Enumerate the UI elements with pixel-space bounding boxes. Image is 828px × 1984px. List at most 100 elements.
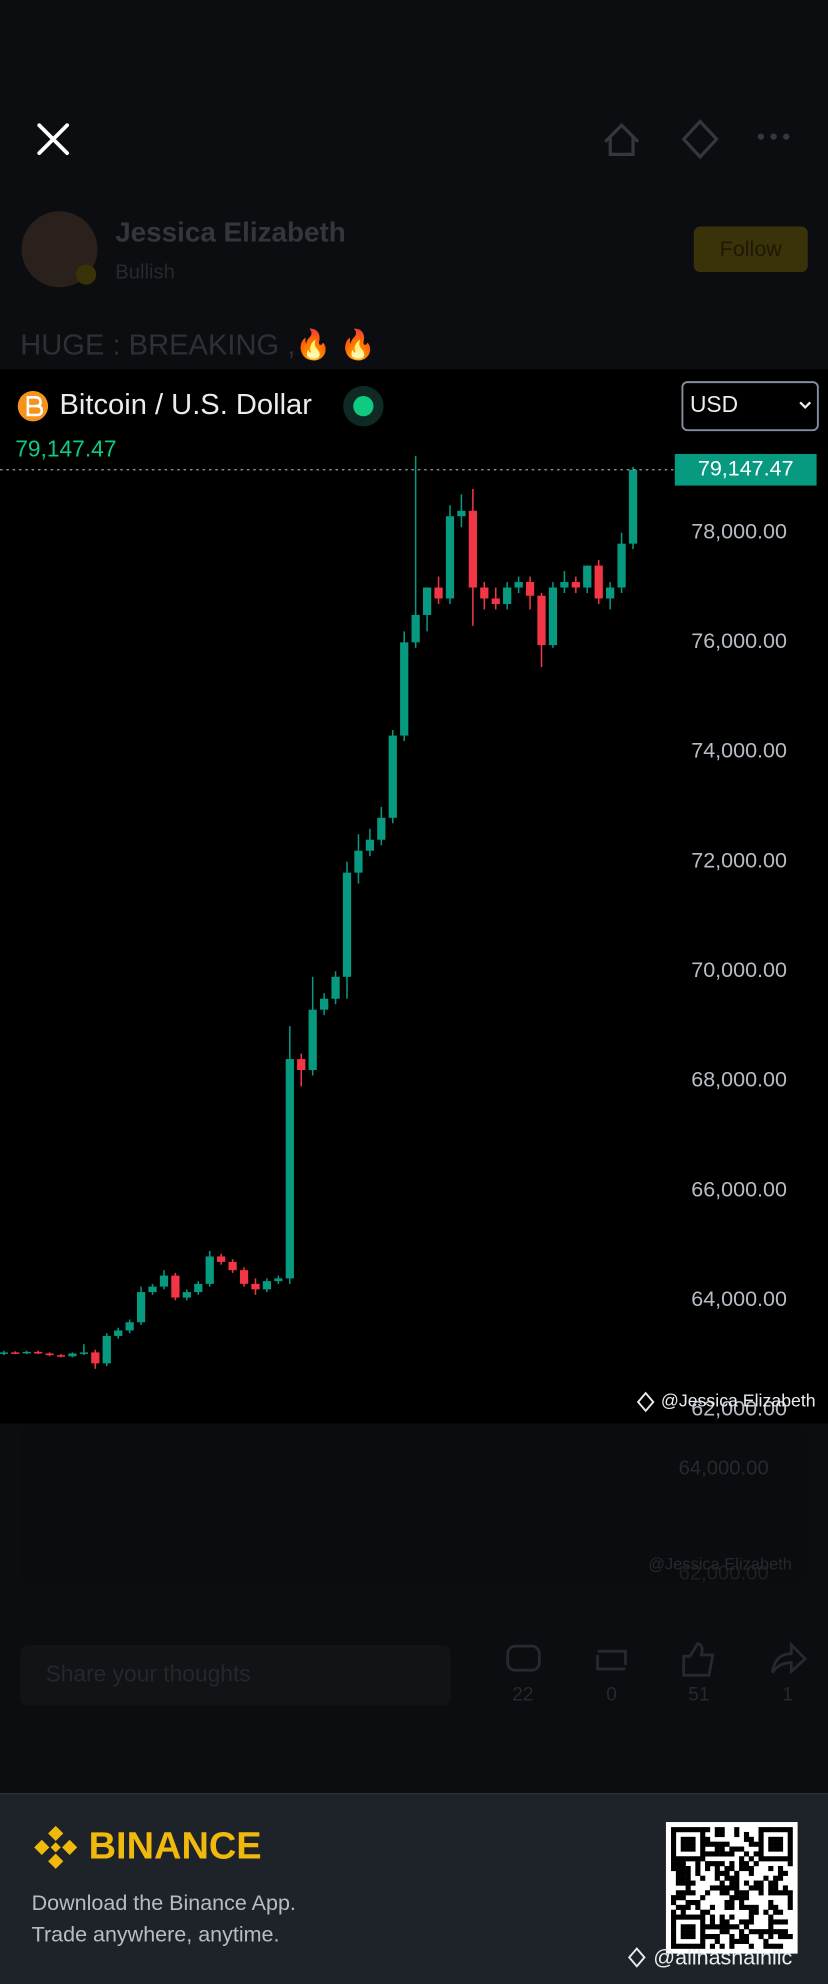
qr-cell — [753, 1929, 759, 1935]
y-tick-label: 76,000.00 — [691, 629, 787, 653]
top-icons — [604, 119, 790, 160]
candle-body — [354, 850, 363, 873]
qr-cell — [748, 1856, 754, 1862]
background-card — [20, 1423, 806, 1582]
qr-cell — [719, 1914, 725, 1920]
more-icon[interactable] — [757, 133, 790, 140]
qr-cell — [782, 1929, 788, 1935]
qr-cell — [685, 1904, 691, 1910]
candle-body — [342, 872, 352, 977]
candle-body — [262, 1281, 272, 1290]
qr-cell — [758, 1827, 764, 1833]
qr-cell — [758, 1831, 764, 1838]
qr-cell — [739, 1865, 745, 1872]
qr-cell — [729, 1846, 735, 1852]
qr-cell — [763, 1856, 769, 1862]
qr-cell — [729, 1865, 735, 1872]
qr-cell — [729, 1875, 735, 1881]
qr-cell — [709, 1914, 716, 1920]
qr-cell — [719, 1890, 725, 1896]
qr-cell — [671, 1865, 677, 1872]
background-tick: 62,000.00 — [679, 1562, 769, 1584]
qr-cell — [724, 1885, 730, 1891]
qr-cell — [705, 1890, 711, 1896]
share-count: 1 — [782, 1685, 793, 1706]
qr-cell — [680, 1933, 686, 1940]
qr-cell — [675, 1880, 681, 1886]
qr-cell — [695, 1914, 701, 1920]
qr-cell — [739, 1933, 745, 1940]
qr-cell — [773, 1827, 779, 1833]
qr-cell — [675, 1856, 681, 1862]
footer-line: Trade anywhere, anytime. — [32, 1923, 280, 1947]
qr-cell — [768, 1865, 774, 1872]
comment-input[interactable] — [20, 1644, 451, 1706]
last-price: 79,147.47 — [15, 435, 116, 461]
home-icon[interactable] — [604, 123, 640, 156]
price-tag-label: 79,147.47 — [698, 456, 794, 480]
qr-cell — [768, 1841, 774, 1847]
y-tick-label: 72,000.00 — [691, 848, 787, 872]
repost-icon[interactable] — [596, 1649, 627, 1671]
qr-cell — [739, 1904, 745, 1910]
qr-cell — [758, 1885, 764, 1891]
candle-body — [434, 587, 443, 599]
brand-logo — [34, 1825, 78, 1869]
qr-cell — [700, 1938, 706, 1944]
qr-cell — [748, 1943, 754, 1949]
qr-cell — [719, 1827, 725, 1833]
qr-cell — [719, 1861, 725, 1867]
qr-cell — [700, 1929, 706, 1935]
candle-body — [125, 1322, 134, 1331]
author-name[interactable]: Jessica Elizabeth — [115, 216, 346, 247]
qr-cell — [724, 1924, 730, 1930]
close-button[interactable] — [37, 123, 69, 155]
qr-cell — [739, 1846, 745, 1852]
qr-cell — [734, 1875, 740, 1881]
qr-cell — [729, 1851, 735, 1857]
currency-select[interactable] — [681, 381, 819, 432]
candle-body — [628, 469, 638, 544]
qr-cell — [700, 1919, 706, 1925]
qr-cell — [763, 1938, 769, 1944]
qr-cell — [680, 1865, 686, 1872]
follow-label[interactable]: Follow — [720, 237, 783, 261]
comment-placeholder[interactable]: Share your thoughts — [46, 1660, 251, 1686]
qr-cell — [695, 1865, 701, 1872]
verified-badge — [75, 264, 97, 285]
qr-cell — [739, 1856, 745, 1862]
qr-cell — [763, 1943, 769, 1949]
qr-cell — [714, 1861, 720, 1867]
follow-button[interactable] — [693, 226, 808, 273]
qr-cell — [763, 1827, 769, 1833]
candle-body — [388, 735, 397, 818]
share-icon[interactable] — [770, 1641, 808, 1675]
like-icon[interactable] — [682, 1642, 715, 1677]
qr-cell — [709, 1924, 716, 1930]
watermark: @Jessica Elizabeth — [636, 1391, 816, 1413]
candle-body — [583, 565, 592, 588]
currency-label[interactable]: USD — [690, 391, 738, 417]
qr-cell — [714, 1841, 720, 1847]
qr-cell — [675, 1890, 681, 1896]
qr-cell — [768, 1836, 774, 1842]
qr-cell — [675, 1827, 681, 1833]
live-indicator — [353, 396, 374, 417]
qr-cell — [680, 1836, 686, 1842]
qr-cell — [743, 1851, 750, 1857]
qr-cell — [671, 1831, 677, 1838]
qr-cell — [675, 1895, 681, 1901]
qr-cell — [724, 1851, 730, 1857]
qr-cell — [782, 1885, 788, 1891]
qr-cell — [700, 1914, 706, 1920]
ai-icon[interactable] — [681, 119, 719, 160]
candle-body — [285, 1059, 294, 1279]
qr-cell — [773, 1909, 779, 1915]
qr-cell — [768, 1846, 774, 1852]
comment-icon[interactable] — [506, 1644, 541, 1672]
candle-body — [606, 587, 615, 599]
qr-cell — [680, 1895, 686, 1901]
qr-cell — [685, 1929, 691, 1935]
qr-cell — [714, 1885, 720, 1891]
candle-body — [331, 976, 340, 999]
